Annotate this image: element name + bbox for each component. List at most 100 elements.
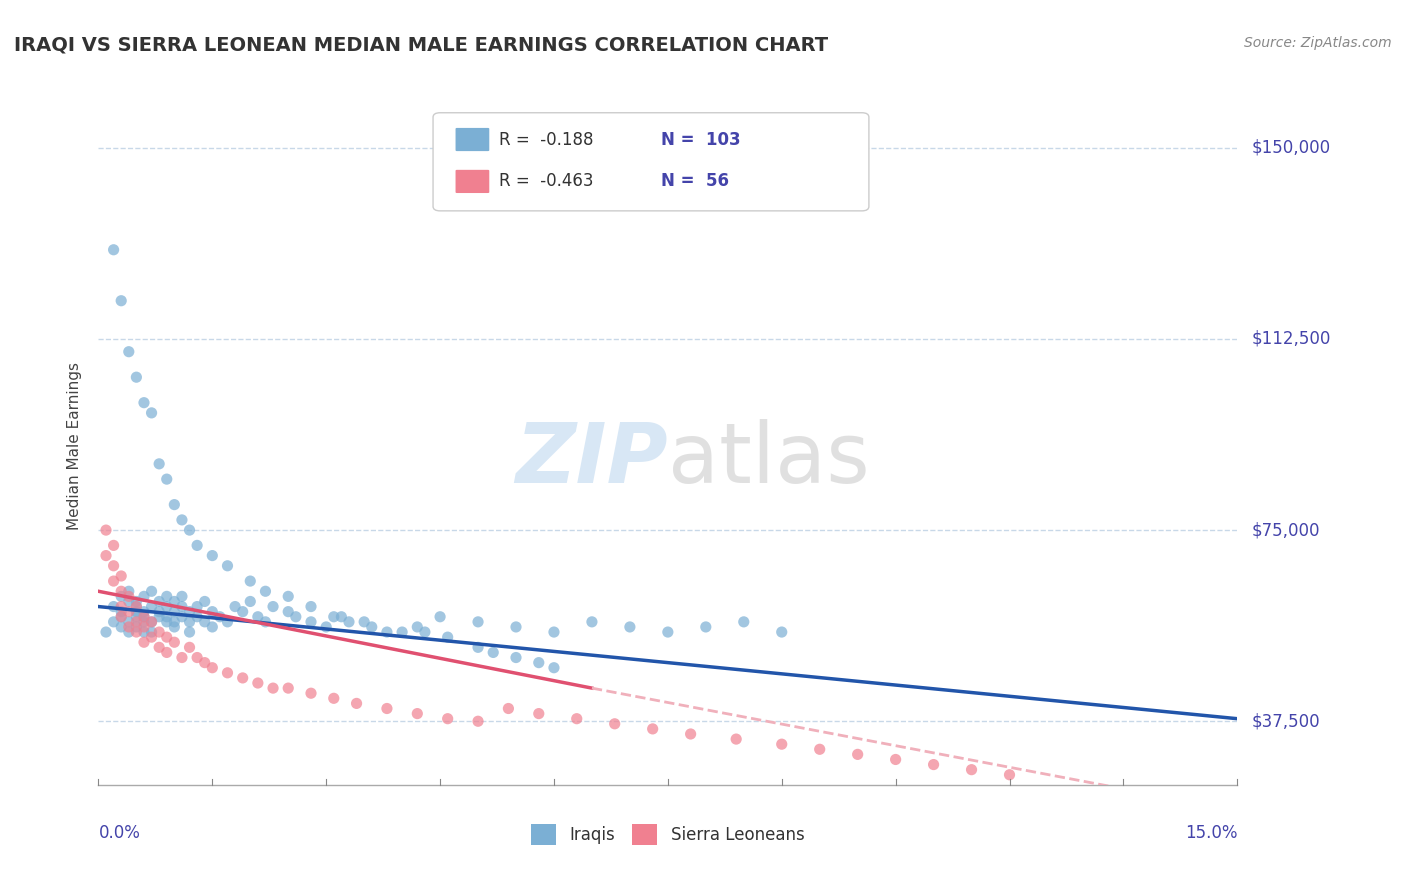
Text: R =  -0.463: R = -0.463 [499,172,593,190]
Point [315,620,337,634]
Point [125,615,148,629]
Point [125,605,148,619]
Point [148,457,170,471]
Point [132,609,155,624]
Text: IRAQI VS SIERRA LEONEAN MEDIAN MALE EARNINGS CORRELATION CHART: IRAQI VS SIERRA LEONEAN MEDIAN MALE EARN… [14,36,828,54]
Point [156,590,179,604]
Point [641,722,664,736]
Point [125,620,148,634]
Text: atlas: atlas [668,419,869,500]
Point [208,609,231,624]
Point [103,243,125,257]
Point [239,594,262,608]
Point [277,681,299,695]
Point [103,599,125,614]
Point [322,691,344,706]
Text: $75,000: $75,000 [1251,521,1320,539]
Point [170,590,193,604]
Point [224,599,246,614]
Point [360,620,382,634]
Point [110,609,132,624]
Point [543,661,565,675]
Point [170,650,193,665]
Point [239,574,262,588]
Point [125,599,148,614]
Point [733,615,755,629]
Point [277,605,299,619]
Point [808,742,831,756]
Text: R =  -0.188: R = -0.188 [499,130,593,148]
Point [110,584,132,599]
Point [186,538,208,552]
Point [527,656,550,670]
Point [254,615,277,629]
Point [505,650,527,665]
Point [406,620,429,634]
Point [201,620,224,634]
Point [110,569,132,583]
Point [103,574,125,588]
Point [406,706,429,721]
Point [346,697,368,711]
Point [217,665,239,680]
Point [884,752,907,766]
Text: $150,000: $150,000 [1251,139,1330,157]
Text: $37,500: $37,500 [1251,712,1320,731]
Point [201,661,224,675]
Point [179,605,201,619]
Point [375,625,398,640]
Point [118,594,141,608]
Point [125,609,148,624]
Point [186,599,208,614]
Point [770,625,793,640]
Point [679,727,702,741]
Point [619,620,641,634]
Point [94,625,117,640]
Point [330,609,353,624]
Point [103,558,125,573]
Point [110,599,132,614]
Point [163,635,186,649]
Point [148,605,170,619]
Point [141,615,163,629]
Point [467,640,489,655]
Point [125,370,148,384]
Point [657,625,679,640]
Point [125,599,148,614]
Text: N =  56: N = 56 [661,172,728,190]
Point [132,625,155,640]
Point [170,599,193,614]
Point [527,706,550,721]
Point [505,620,527,634]
Point [846,747,869,762]
Point [132,590,155,604]
Point [156,609,179,624]
Point [110,293,132,308]
Point [163,498,186,512]
Text: 0.0%: 0.0% [98,824,141,842]
Point [391,625,413,640]
Point [156,630,179,644]
Text: ZIP: ZIP [515,419,668,500]
Point [186,650,208,665]
Point [163,620,186,634]
Point [141,630,163,644]
Point [467,615,489,629]
Point [375,701,398,715]
Point [170,513,193,527]
Point [201,605,224,619]
Point [118,605,141,619]
Point [565,712,588,726]
Point [132,635,155,649]
Point [262,681,284,695]
Point [998,768,1021,782]
Point [163,594,186,608]
Point [603,716,626,731]
Point [353,615,375,629]
Point [960,763,983,777]
Point [284,609,307,624]
Point [194,594,217,608]
Point [148,625,170,640]
Point [141,406,163,420]
Point [179,640,201,655]
